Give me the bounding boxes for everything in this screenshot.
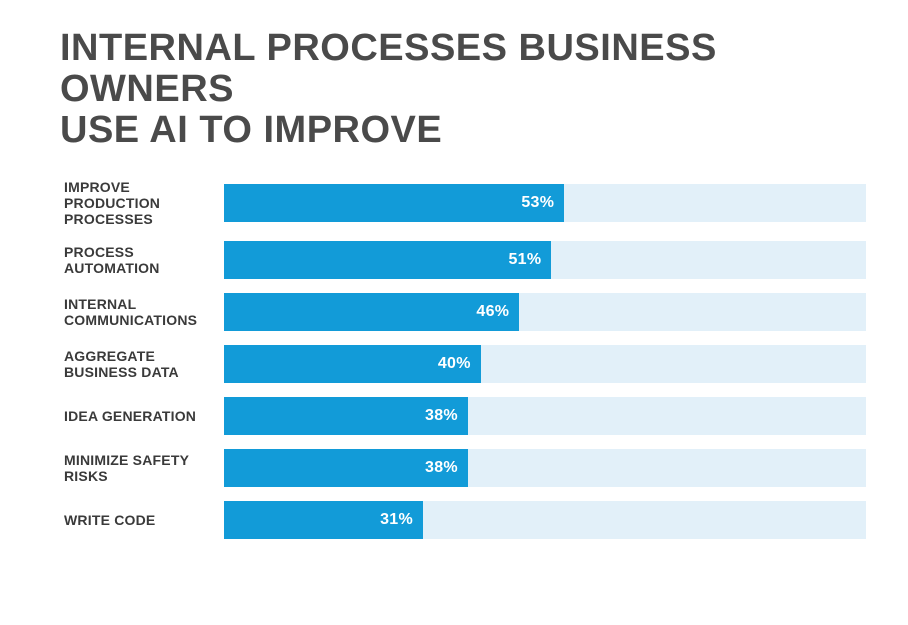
bar-label: INTERNAL COMMUNICATIONS [64,296,224,328]
bar-track: 31% [224,501,866,539]
chart-title: INTERNAL PROCESSES BUSINESS OWNERS USE A… [60,28,866,151]
bar-fill [224,184,564,222]
bar-label: MINIMIZE SAFETY RISKS [64,452,224,484]
chart-title-line-2: USE AI TO IMPROVE [60,109,442,151]
chart-container: INTERNAL PROCESSES BUSINESS OWNERS USE A… [0,0,908,539]
bar-chart: IMPROVE PRODUCTION PROCESSES 53% PROCESS A… [60,179,866,539]
bar-row: IDEA GENERATION 38% [64,397,866,435]
bar-value: 38% [425,407,458,425]
bar-value: 51% [508,251,541,269]
bar-label: WRITE CODE [64,512,224,528]
bar-row: INTERNAL COMMUNICATIONS 46% [64,293,866,331]
bar-fill [224,241,551,279]
chart-title-line-1: INTERNAL PROCESSES BUSINESS OWNERS [60,27,717,110]
bar-track: 38% [224,397,866,435]
bar-row: AGGREGATE BUSINESS DATA 40% [64,345,866,383]
bar-track: 51% [224,241,866,279]
bar-row: PROCESS AUTOMATION 51% [64,241,866,279]
bar-value: 53% [521,194,554,212]
bar-value: 31% [380,511,413,529]
bar-label: IDEA GENERATION [64,408,224,424]
bar-track: 53% [224,184,866,222]
bar-value: 46% [476,303,509,321]
bar-label: PROCESS AUTOMATION [64,244,224,276]
bar-fill [224,293,519,331]
bar-row: MINIMIZE SAFETY RISKS 38% [64,449,866,487]
bar-track: 40% [224,345,866,383]
bar-row: WRITE CODE 31% [64,501,866,539]
bar-value: 40% [438,355,471,373]
bar-label: IMPROVE PRODUCTION PROCESSES [64,179,224,227]
bar-row: IMPROVE PRODUCTION PROCESSES 53% [64,179,866,227]
bar-track: 38% [224,449,866,487]
bar-label: AGGREGATE BUSINESS DATA [64,348,224,380]
bar-value: 38% [425,459,458,477]
bar-track: 46% [224,293,866,331]
